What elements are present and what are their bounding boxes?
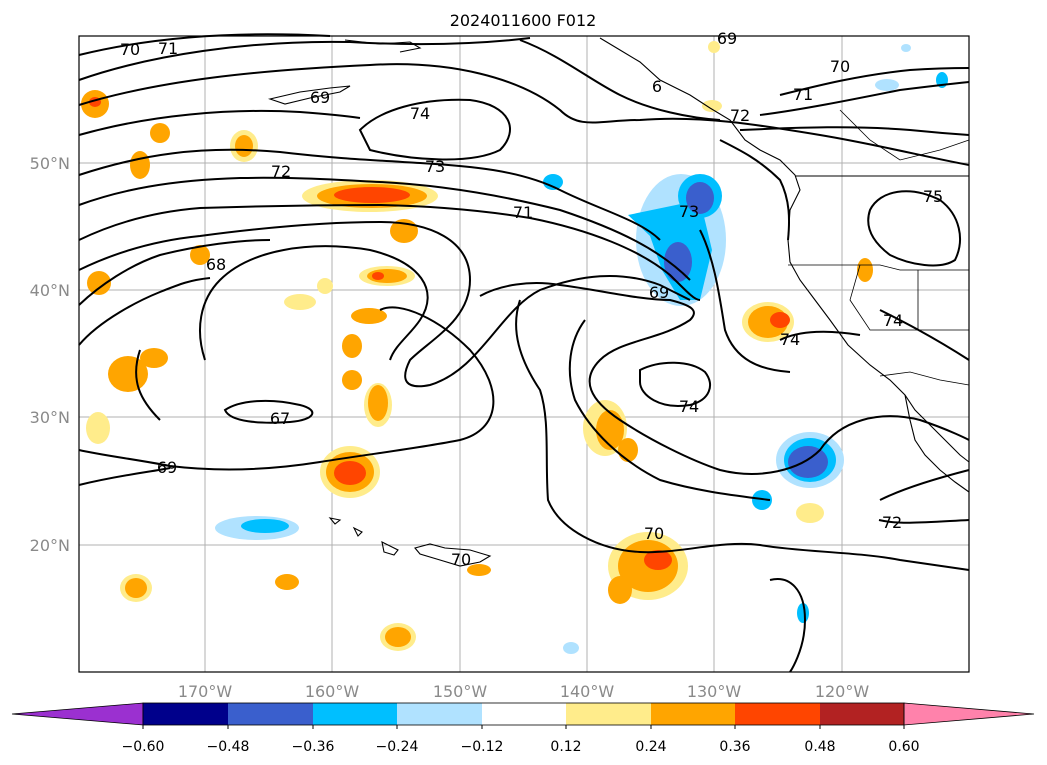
colorbar-segment <box>566 703 651 725</box>
contour-lines <box>78 33 970 673</box>
lon-label-150w: 150°W <box>433 682 488 701</box>
latitude-labels: 50°N 40°N 30°N 20°N <box>30 154 70 555</box>
contour-label: 73 <box>679 202 699 221</box>
colorbar-segment <box>735 703 820 725</box>
map-area <box>79 36 969 672</box>
colorbar-tick-label: 0.60 <box>888 739 919 755</box>
contour-label: 72 <box>271 162 291 181</box>
colorbar-segment <box>313 703 397 725</box>
colorbar-tick-label: −0.36 <box>292 739 335 755</box>
colorbar-segment <box>143 703 228 725</box>
lat-label-30n: 30°N <box>30 408 70 427</box>
lon-label-140w: 140°W <box>560 682 615 701</box>
contour-label: 69 <box>717 29 737 48</box>
contour-label: 70 <box>451 550 471 569</box>
contour-label: 69 <box>157 458 177 477</box>
contour-label: 68 <box>206 255 226 274</box>
longitude-labels: 170°W 160°W 150°W 140°W 130°W 120°W <box>178 682 870 701</box>
colorbar-segment <box>228 703 313 725</box>
negative-anomaly-shading <box>215 44 948 654</box>
contour-label: 67 <box>270 409 290 428</box>
contour-label: 69 <box>310 88 330 107</box>
contour-label: 73 <box>425 157 445 176</box>
colorbar: −0.60 −0.48 −0.36 −0.24 −0.12 0.12 0.24 … <box>11 702 1035 755</box>
contour-label: 71 <box>793 85 813 104</box>
lat-label-50n: 50°N <box>30 154 70 173</box>
lon-label-130w: 130°W <box>687 682 742 701</box>
colorbar-segment <box>397 703 482 725</box>
colorbar-tick-label: 0.12 <box>550 739 581 755</box>
colorbar-extend-max <box>903 702 1035 726</box>
contour-label: 74 <box>883 311 903 330</box>
positive-anomaly-shading <box>81 41 873 651</box>
contour-label: 71 <box>513 203 533 222</box>
contour-label: 6 <box>652 77 662 96</box>
lat-label-20n: 20°N <box>30 536 70 555</box>
colorbar-extend-min <box>11 702 144 726</box>
contour-label: 74 <box>679 397 699 416</box>
contour-label: 75 <box>923 187 943 206</box>
lon-label-120w: 120°W <box>815 682 870 701</box>
colorbar-tick-label: −0.12 <box>461 739 504 755</box>
colorbar-tick-label: 0.36 <box>719 739 750 755</box>
colorbar-tick-label: 0.48 <box>804 739 835 755</box>
contour-label: 74 <box>780 330 800 349</box>
contour-label: 72 <box>882 513 902 532</box>
contour-label: 70 <box>120 40 140 59</box>
map-frame <box>78 35 970 673</box>
colorbar-tick-label: −0.24 <box>376 739 419 755</box>
contour-label: 74 <box>410 104 430 123</box>
graticule <box>79 36 969 672</box>
colorbar-segment <box>820 703 904 725</box>
colorbar-segment <box>651 703 735 725</box>
colorbar-tick-label: −0.60 <box>122 739 165 755</box>
contour-label: 70 <box>830 57 850 76</box>
colorbar-tick-label: −0.48 <box>207 739 250 755</box>
contour-label: 69 <box>649 283 669 302</box>
colorbar-tick-label: 0.24 <box>635 739 666 755</box>
colorbar-segment <box>482 703 566 725</box>
political-borders <box>788 109 970 386</box>
map-title: 2024011600 F012 <box>450 11 597 30</box>
lon-label-170w: 170°W <box>178 682 233 701</box>
lon-label-160w: 160°W <box>305 682 360 701</box>
contour-labels: 70 71 74 72 73 71 68 69 67 69 74 70 70 7… <box>120 29 943 569</box>
contour-label: 70 <box>644 524 664 543</box>
contour-label: 72 <box>730 106 750 125</box>
contour-label: 71 <box>158 39 178 58</box>
lat-label-40n: 40°N <box>30 281 70 300</box>
